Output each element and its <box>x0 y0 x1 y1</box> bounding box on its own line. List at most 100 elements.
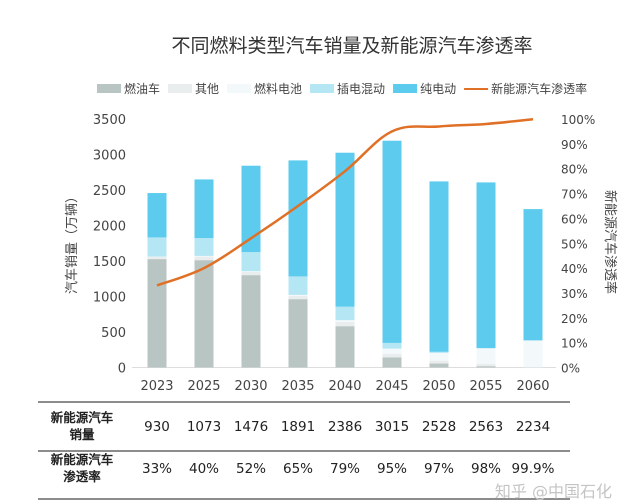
x-tick-label: 2025 <box>187 379 220 394</box>
bar-segment <box>430 361 449 364</box>
table-cell: 52% <box>236 461 266 477</box>
bar-segment <box>195 260 214 367</box>
bar-segment <box>242 252 261 271</box>
table-cell: 40% <box>189 461 219 477</box>
bar-segment <box>477 182 496 348</box>
y2-tick-label: 0% <box>561 362 580 376</box>
table-cell: 1891 <box>281 419 315 435</box>
table-cell: 3015 <box>375 419 409 435</box>
legend-item: 燃料电池 <box>227 81 302 96</box>
bar-segment <box>336 307 355 320</box>
legend-item: 燃油车 <box>97 81 160 96</box>
legend-swatch <box>393 84 417 93</box>
y2-tick-label: 20% <box>561 312 588 326</box>
table-cell: 99.9% <box>512 461 555 477</box>
bar-segment <box>148 193 167 237</box>
x-tick-label: 2045 <box>375 379 408 394</box>
table-cell: 2528 <box>422 419 456 435</box>
y2-tick-label: 90% <box>561 138 588 152</box>
bar-segment <box>430 352 449 353</box>
x-tick-label: 2055 <box>469 379 502 394</box>
bar-segment <box>195 256 214 257</box>
legend-swatch <box>227 84 251 93</box>
bar-segment <box>289 295 308 296</box>
y2-tick-label: 80% <box>561 163 588 177</box>
legend-swatch <box>97 84 121 93</box>
bar-segment <box>195 179 214 238</box>
bar-segment <box>148 237 167 256</box>
bar-segment <box>242 271 261 272</box>
bar-segment <box>430 353 449 361</box>
x-tick-label: 2060 <box>516 379 549 394</box>
y-tick-label: 500 <box>101 326 126 341</box>
x-tick-label: 2035 <box>281 379 314 394</box>
table-cell: 2563 <box>469 419 503 435</box>
bar-segment <box>524 340 543 367</box>
table-cell: 33% <box>142 461 172 477</box>
watermark: 知乎 @中国石化 <box>495 482 612 500</box>
y2-tick-label: 10% <box>561 337 588 351</box>
bar-segment <box>430 181 449 351</box>
legend-item: 新能源汽车渗透率 <box>464 81 587 96</box>
y2-tick-label: 60% <box>561 212 588 226</box>
y2-tick-label: 70% <box>561 188 588 202</box>
x-tick-label: 2040 <box>328 379 361 394</box>
bar-segment <box>477 366 496 367</box>
y-axis-title: 汽车销量（万辆） <box>64 190 80 294</box>
y-tick-label: 3500 <box>93 113 126 128</box>
legend-label: 燃料电池 <box>254 81 302 96</box>
table-cell: 2234 <box>516 419 550 435</box>
bar-segment <box>383 141 402 343</box>
legend-item: 插电混动 <box>310 82 385 96</box>
bar-segment <box>242 272 261 275</box>
bar-segment <box>524 209 543 340</box>
bar-segment <box>242 275 261 367</box>
table-cell: 1476 <box>234 419 268 435</box>
y2-tick-label: 40% <box>561 262 588 276</box>
bar-segment <box>336 320 355 322</box>
legend-label: 插电混动 <box>337 82 385 96</box>
bar-segment <box>336 322 355 326</box>
bar-segment <box>383 349 402 354</box>
bar-segment <box>383 343 402 349</box>
row-label: 新能源汽车 <box>51 452 114 467</box>
table-cell: 1073 <box>187 419 221 435</box>
bar-segment <box>430 364 449 368</box>
y-tick-label: 2500 <box>93 184 126 199</box>
legend-item: 其他 <box>168 82 219 96</box>
row-label: 渗透率 <box>63 469 101 484</box>
bar-segment <box>148 259 167 367</box>
legend-item: 纯电动 <box>393 82 456 96</box>
y-tick-label: 1500 <box>93 255 126 270</box>
y2-tick-label: 100% <box>561 113 595 127</box>
bar-segment <box>148 257 167 259</box>
bar-segment <box>477 348 496 364</box>
y2-axis-title: 新能源汽车渗透率 <box>602 190 618 294</box>
chart-title: 不同燃料类型汽车销量及新能源汽车渗透率 <box>171 35 532 57</box>
y2-tick-label: 50% <box>561 237 588 251</box>
bar-segment <box>289 296 308 299</box>
row-label: 新能源汽车 <box>51 410 114 425</box>
legend-label: 其他 <box>195 82 219 96</box>
y2-tick-label: 30% <box>561 287 588 301</box>
x-tick-label: 2030 <box>234 379 267 394</box>
table-cell: 2386 <box>328 419 362 435</box>
bar-segment <box>336 326 355 367</box>
bar-segment <box>195 257 214 261</box>
table-cell: 98% <box>471 461 501 477</box>
y-tick-label: 0 <box>118 362 126 377</box>
bar-segment <box>289 160 308 276</box>
table-cell: 97% <box>424 461 454 477</box>
legend-swatch <box>310 84 334 93</box>
bar-segment <box>383 354 402 358</box>
legend-swatch <box>168 84 192 93</box>
row-label: 销量 <box>69 427 95 442</box>
bar-segment <box>477 364 496 366</box>
x-tick-label: 2050 <box>422 379 455 394</box>
y-tick-label: 1000 <box>93 291 126 306</box>
y-axis-right: 0% 10% 20% 30% 40% 50% 60% 70% 80% 90% 100% <box>561 113 595 376</box>
